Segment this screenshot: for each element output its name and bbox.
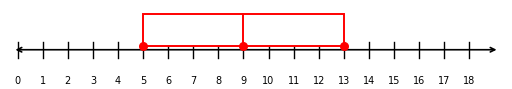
Point — [139, 46, 147, 47]
Text: 13: 13 — [338, 76, 350, 86]
Text: 11: 11 — [288, 76, 300, 86]
Text: 4: 4 — [115, 76, 121, 86]
Text: 15: 15 — [388, 76, 400, 86]
Text: 1: 1 — [40, 76, 46, 86]
Text: 6: 6 — [165, 76, 171, 86]
Text: 9: 9 — [241, 76, 246, 86]
Text: 3: 3 — [90, 76, 96, 86]
Text: 18: 18 — [463, 76, 475, 86]
Text: 14: 14 — [363, 76, 375, 86]
Bar — [143, 14, 344, 46]
Text: 0: 0 — [15, 76, 20, 86]
Text: 17: 17 — [438, 76, 451, 86]
Point — [240, 46, 248, 47]
Text: 5: 5 — [140, 76, 146, 86]
Text: 8: 8 — [216, 76, 221, 86]
Text: 7: 7 — [190, 76, 197, 86]
Text: 12: 12 — [312, 76, 325, 86]
Text: 10: 10 — [263, 76, 274, 86]
Point — [340, 46, 348, 47]
Text: 16: 16 — [413, 76, 425, 86]
Text: 2: 2 — [65, 76, 71, 86]
